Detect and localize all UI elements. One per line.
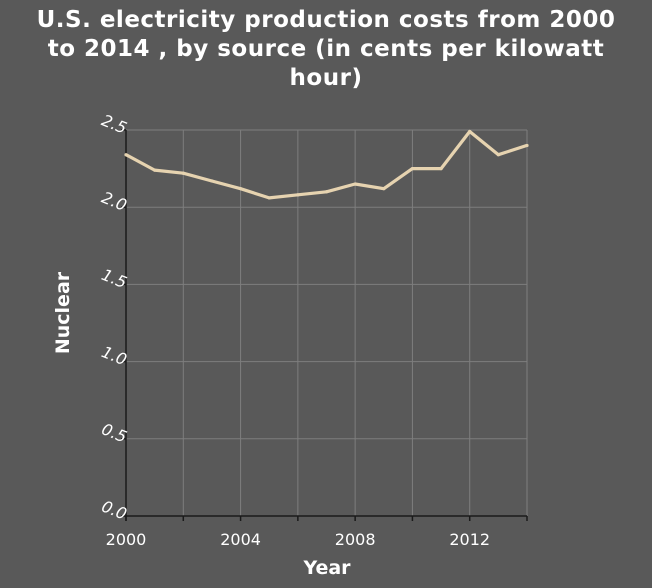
gridlines [125,129,528,517]
data-point [496,153,500,157]
chart-title-line-3: hour) [289,65,363,91]
data-point [468,129,472,134]
y-tick-label: 2.5 [99,111,130,138]
y-tick-label: 2.0 [99,188,130,215]
data-point [382,187,386,191]
y-tick-label: 0.5 [99,419,130,446]
x-tick-label: 2012 [449,530,490,549]
data-point [267,196,271,200]
x-tick-label: 2004 [220,530,261,549]
series-line [125,129,528,200]
chart-title-line-1: U.S. electricity production costs from 2… [36,7,616,33]
data-point [324,190,329,194]
series-layer [124,129,529,200]
y-axis-label: Nuclear [52,271,74,354]
x-axis-label: Year [302,557,351,579]
axes [121,129,528,521]
data-point [296,193,300,197]
data-point [153,168,157,172]
chart-title: U.S. electricity production costs from 2… [0,6,652,93]
tick-labels: 0.0 0.5 1.0 1.5 2.0 2.5 2000 2004 2008 2012 [99,111,490,549]
data-point [525,143,529,148]
y-tick-label: 1.5 [99,265,130,292]
y-tick-label: 1.0 [99,342,130,369]
data-point [181,171,185,175]
data-point [210,179,214,183]
data-point [439,167,443,171]
x-tick-label: 2000 [106,530,147,549]
x-tick-label: 2008 [335,530,376,549]
y-tick-label: 0.0 [99,497,130,524]
data-point [238,187,243,191]
data-point [124,153,128,157]
chart-title-line-2: to 2014 , by source (in cents per kilowa… [47,36,605,62]
data-point [353,182,357,186]
data-point [410,167,415,171]
